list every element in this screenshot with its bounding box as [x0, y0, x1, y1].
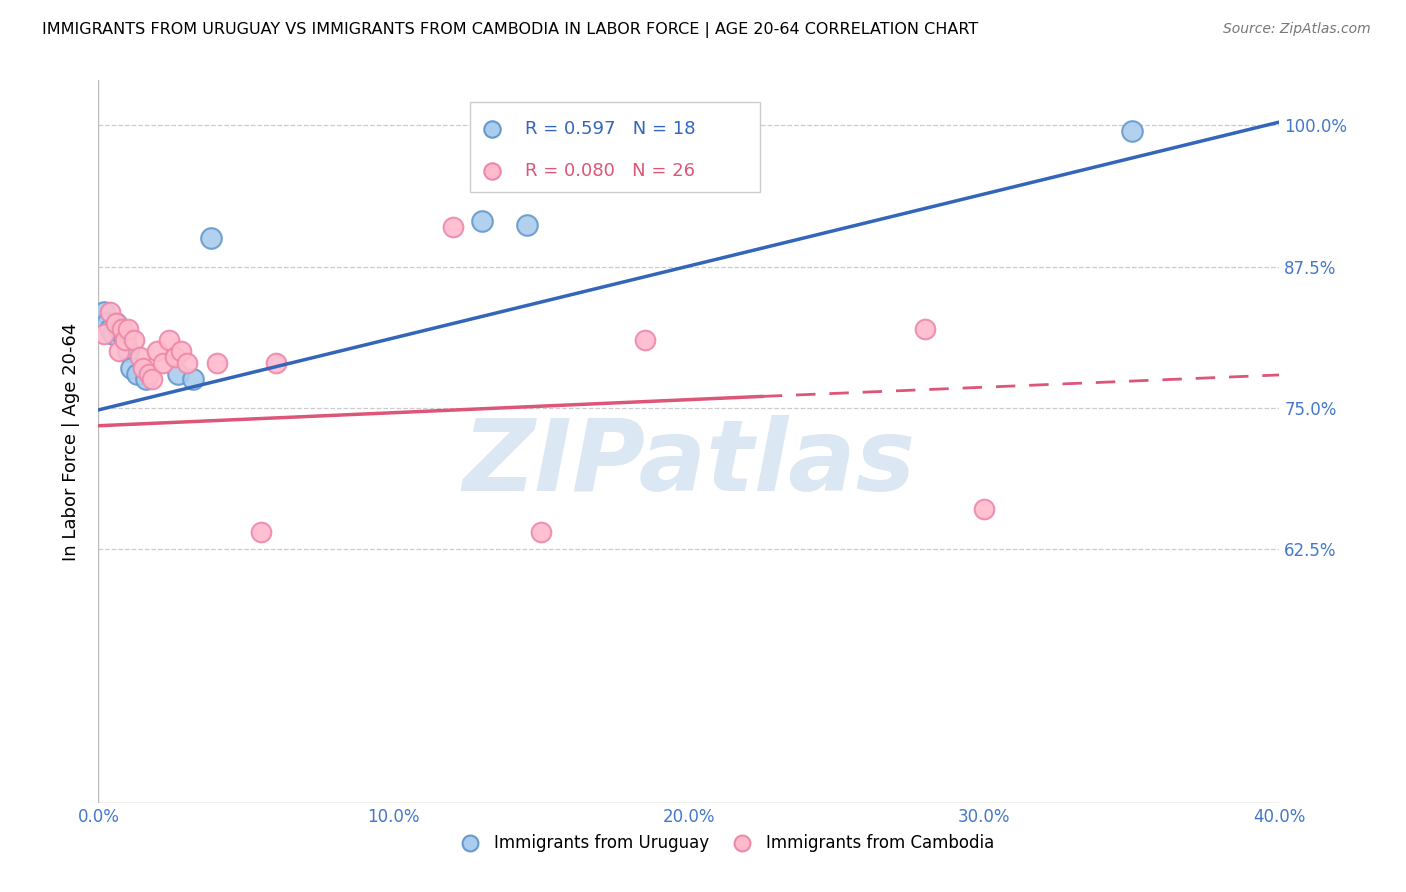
Point: [120, 361, 142, 376]
Point: [138, 367, 160, 381]
Point: [250, 524, 273, 539]
Point: [165, 350, 187, 364]
Point: [146, 344, 169, 359]
Text: ZIPatlas: ZIPatlas: [463, 415, 915, 512]
Point: [1070, 260, 1092, 274]
Point: [441, 220, 464, 235]
Point: [96, 316, 118, 330]
Y-axis label: In Labor Force | Age 20-64: In Labor Force | Age 20-64: [62, 322, 80, 561]
Point: [105, 316, 128, 330]
Point: [128, 350, 150, 364]
Point: [111, 321, 134, 335]
Point: [1070, 195, 1092, 210]
Point: [152, 355, 174, 369]
FancyBboxPatch shape: [471, 102, 759, 193]
Point: [111, 327, 134, 342]
Point: [122, 333, 145, 347]
Point: [157, 333, 180, 347]
Point: [170, 344, 193, 359]
Point: [125, 367, 148, 381]
Point: [114, 333, 136, 347]
Text: Immigrants from Cambodia: Immigrants from Cambodia: [766, 833, 994, 852]
Point: [132, 361, 155, 376]
Point: [141, 372, 163, 386]
Point: [914, 321, 936, 335]
Point: [634, 333, 657, 347]
Point: [98, 321, 121, 335]
Text: Source: ZipAtlas.com: Source: ZipAtlas.com: [1223, 22, 1371, 37]
Point: [530, 524, 553, 539]
Text: R = 0.597   N = 18: R = 0.597 N = 18: [524, 120, 696, 138]
Point: [264, 355, 287, 369]
Point: [93, 304, 115, 318]
Point: [176, 355, 198, 369]
Text: IMMIGRANTS FROM URUGUAY VS IMMIGRANTS FROM CAMBODIA IN LABOR FORCE | AGE 20-64 C: IMMIGRANTS FROM URUGUAY VS IMMIGRANTS FR…: [42, 22, 979, 38]
Point: [135, 372, 157, 386]
Point: [973, 502, 995, 516]
Point: [471, 214, 494, 228]
Point: [200, 231, 222, 245]
Text: Immigrants from Uruguay: Immigrants from Uruguay: [494, 833, 709, 852]
Point: [1121, 124, 1143, 138]
Point: [117, 344, 139, 359]
Text: R = 0.080   N = 26: R = 0.080 N = 26: [524, 161, 695, 179]
Point: [516, 218, 538, 232]
Point: [108, 344, 131, 359]
Point: [114, 333, 136, 347]
Point: [108, 321, 131, 335]
Point: [98, 304, 121, 318]
Point: [105, 316, 128, 330]
Point: [93, 327, 115, 342]
Point: [181, 372, 204, 386]
Point: [117, 321, 139, 335]
Point: [205, 355, 228, 369]
Point: [167, 367, 190, 381]
Point: [103, 327, 125, 342]
